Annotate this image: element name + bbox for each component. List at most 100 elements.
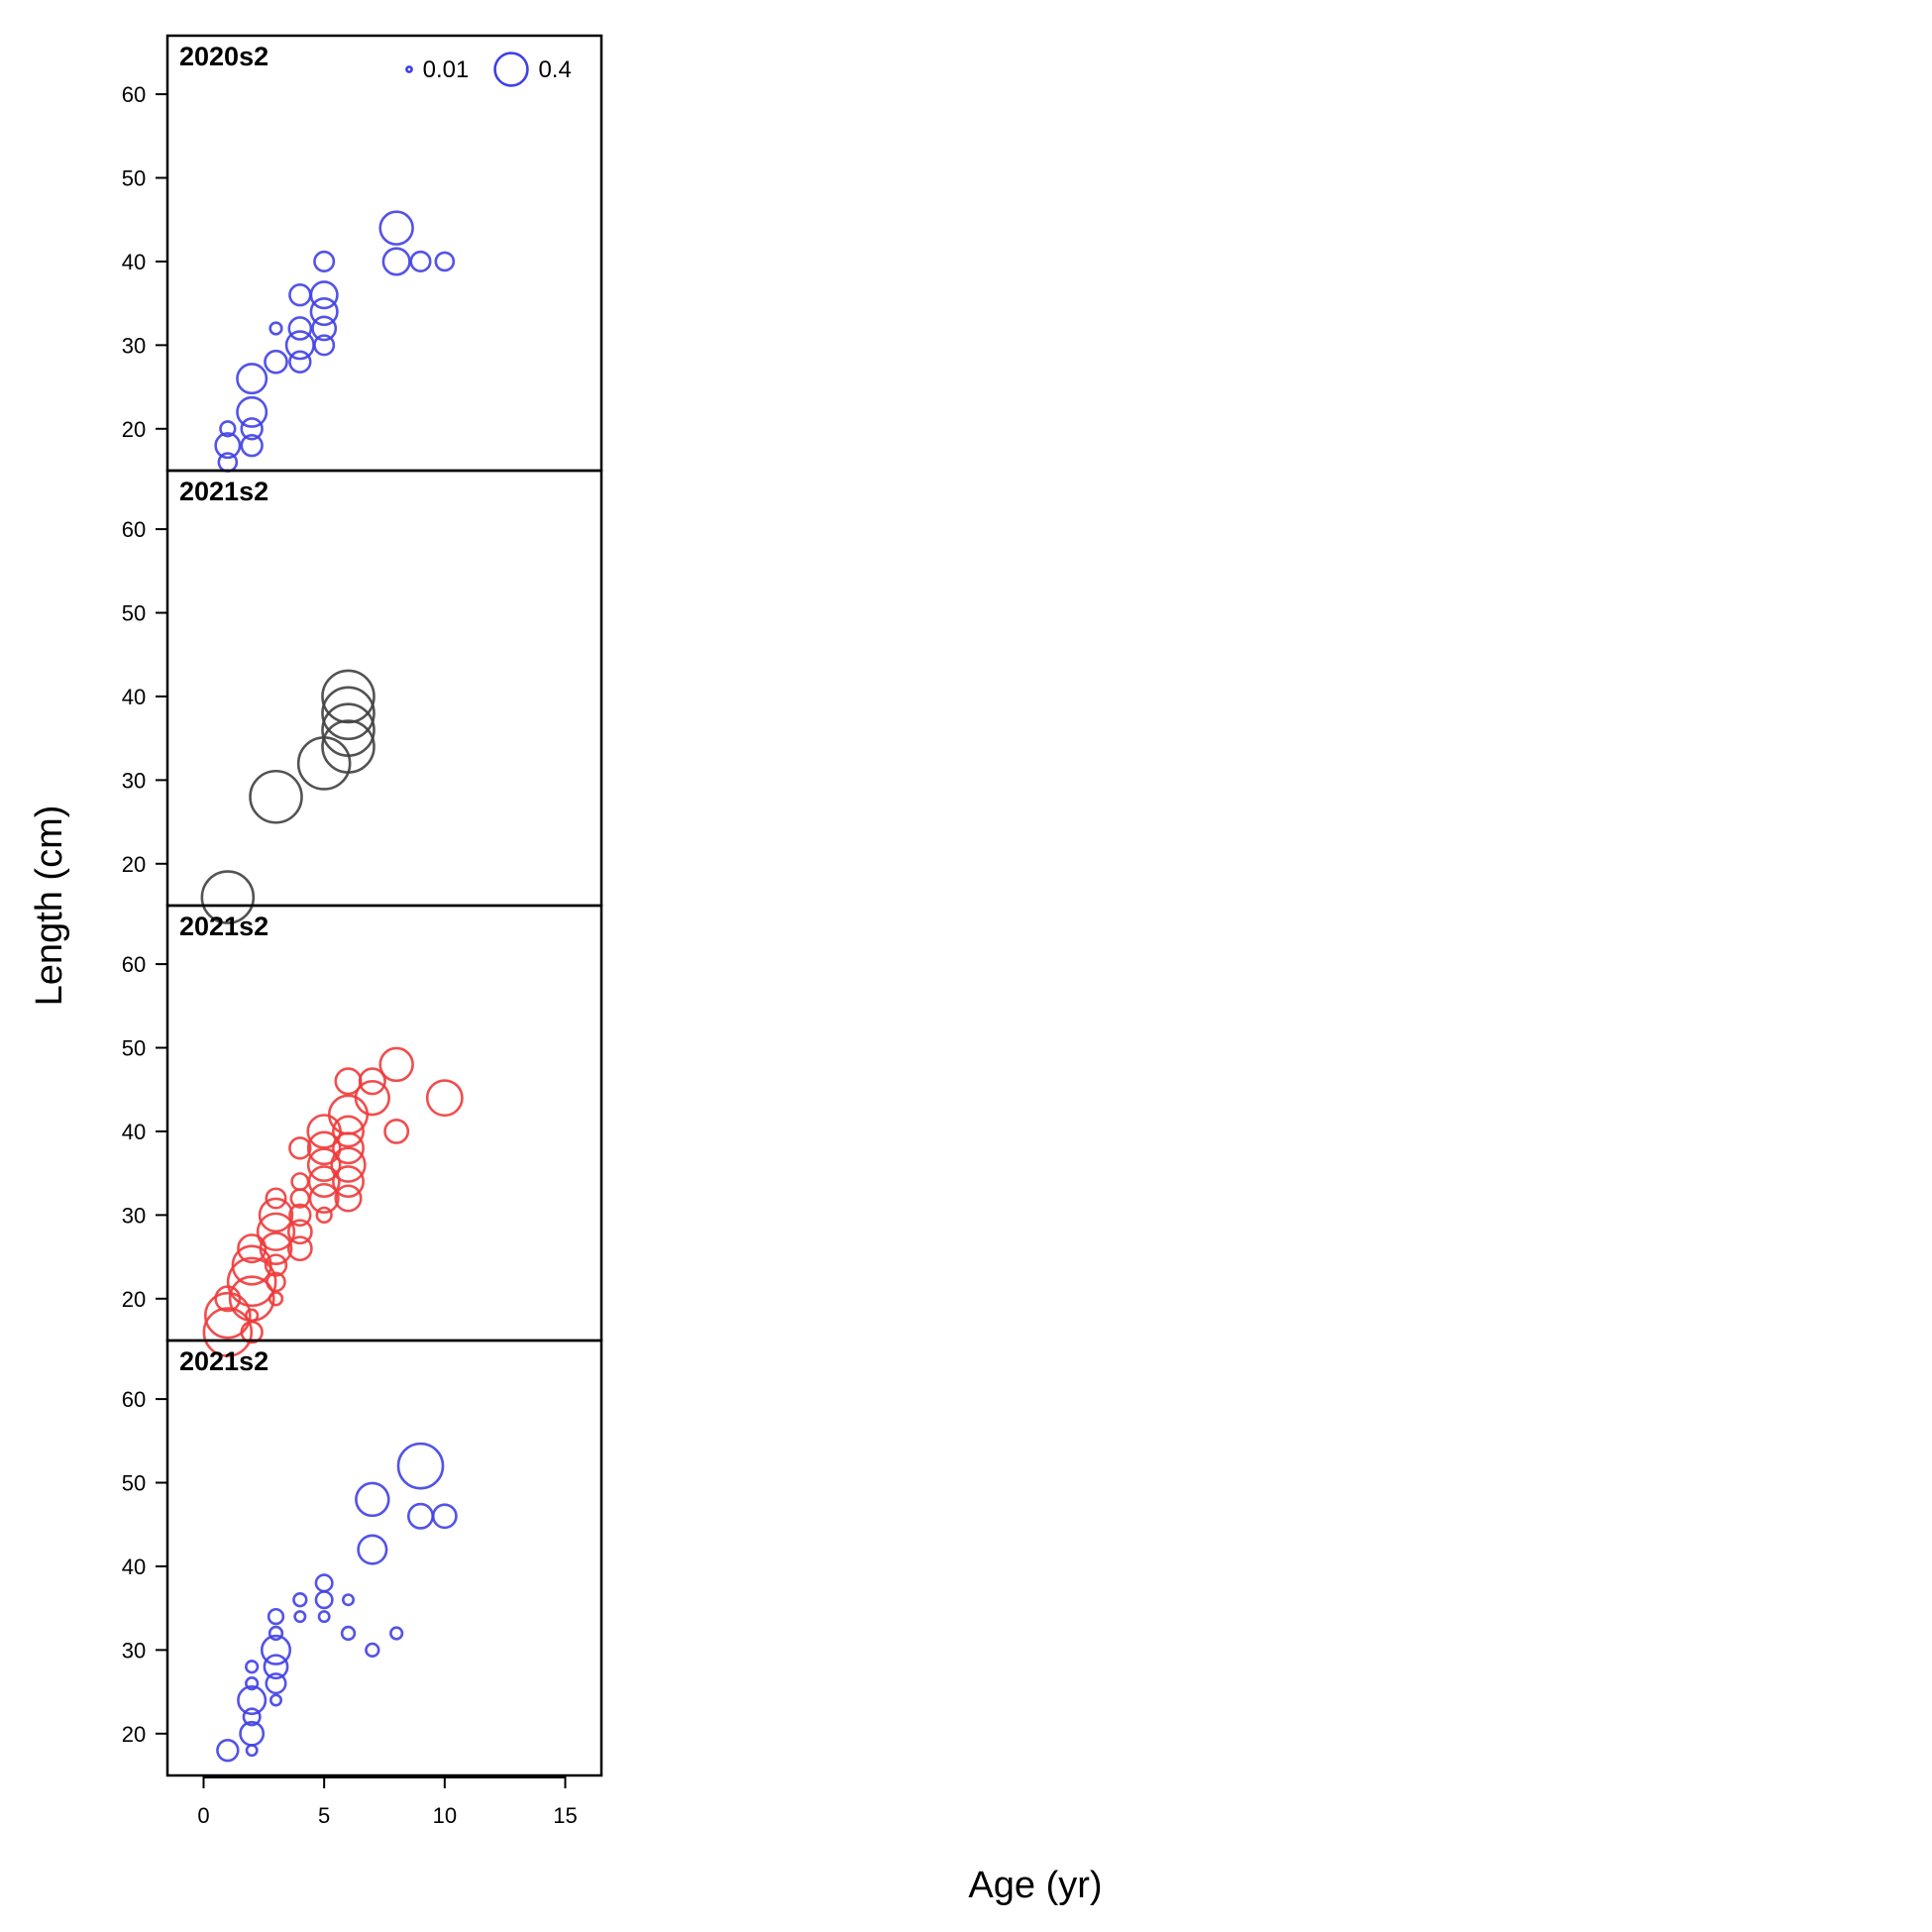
bubble-point xyxy=(317,1610,331,1624)
bubble-point xyxy=(313,334,336,357)
bubble-point xyxy=(383,1119,410,1144)
bubble-point xyxy=(296,736,352,791)
y-tick-label: 30 xyxy=(122,333,146,358)
bubble-point xyxy=(259,1232,293,1266)
bubble-point xyxy=(236,395,268,428)
panel-1: 20 30 40 50 60 2020s2 0.01 0.4 xyxy=(122,34,603,473)
bubble-point xyxy=(214,432,242,460)
bubble-point xyxy=(258,1197,294,1234)
bubble-point xyxy=(354,1080,390,1117)
bubble-point xyxy=(237,1684,268,1716)
bubble-point xyxy=(265,1672,287,1695)
bubble-point xyxy=(266,1271,286,1293)
bubble-point xyxy=(228,1275,275,1323)
y-axis-title: Length (cm) xyxy=(29,805,70,1007)
panels: 20 30 40 50 60 2020s2 0.01 0.4 20 30 40 50 60 2021s2 2… xyxy=(122,34,603,1777)
bubble-point xyxy=(288,283,312,307)
bubble-point xyxy=(313,250,336,272)
bubble-point xyxy=(365,1642,380,1659)
bubble-point xyxy=(308,1182,340,1215)
y-tick-label: 20 xyxy=(122,1287,146,1312)
panel-frame xyxy=(165,904,603,1342)
bubble-point xyxy=(431,1503,458,1530)
x-axis-title: Age (yr) xyxy=(968,1865,1102,1906)
y-tick-label: 50 xyxy=(122,1471,146,1496)
bubble-point xyxy=(306,1130,342,1166)
bubble-point xyxy=(341,1593,355,1607)
bubble-point xyxy=(389,1626,404,1641)
panel-frame xyxy=(165,1339,603,1777)
x-axis: 0 5 10 15 xyxy=(197,1775,578,1828)
y-tick-label: 20 xyxy=(122,1722,146,1747)
panel-title: 2021s2 xyxy=(179,477,268,506)
bubble-point xyxy=(332,1165,365,1199)
legend-label: 0.01 xyxy=(423,56,470,83)
bubble-point xyxy=(290,1172,310,1192)
y-tick-label: 60 xyxy=(122,517,146,542)
bubble-point xyxy=(321,669,376,724)
bubble-point xyxy=(264,1253,288,1277)
bubble-point xyxy=(202,1307,254,1357)
x-tick-label: 15 xyxy=(553,1803,577,1828)
y-tick-label: 30 xyxy=(122,1203,146,1228)
bubble-point xyxy=(321,719,376,774)
bubble-point xyxy=(286,1219,313,1245)
bubble-point xyxy=(256,1212,296,1251)
bubble-point xyxy=(288,1203,312,1228)
bubble-point xyxy=(268,1693,282,1707)
panel-frame xyxy=(165,34,603,473)
bubble-point xyxy=(340,1625,357,1642)
bubble-point xyxy=(267,1607,285,1626)
bubble-point xyxy=(309,280,339,310)
bubble-point xyxy=(245,1744,259,1758)
x-tick-label: 10 xyxy=(433,1803,457,1828)
y-tick-label: 40 xyxy=(122,1555,146,1579)
bubble-point xyxy=(226,1256,277,1308)
y-tick-label: 30 xyxy=(122,768,146,793)
bubble-point xyxy=(293,1610,307,1624)
bubble-point xyxy=(288,1136,312,1160)
bubble-point xyxy=(292,1592,308,1608)
bubble-point xyxy=(245,1676,260,1691)
bubble-point xyxy=(268,1291,284,1307)
panel-2: 20 30 40 50 60 2021s2 xyxy=(122,469,603,924)
bubble-point xyxy=(381,247,411,276)
y-tick-label: 50 xyxy=(122,166,146,191)
panel-title: 2021s2 xyxy=(179,912,268,941)
bubble-point xyxy=(327,1094,370,1135)
bubble-point xyxy=(355,1481,390,1518)
bubble-point xyxy=(268,1625,284,1642)
bubble-point xyxy=(249,769,303,824)
panel-4: 20 30 40 50 60 2021s2 xyxy=(122,1339,603,1777)
bubble-point xyxy=(200,870,256,924)
bubble-point xyxy=(314,1590,334,1610)
bubble-point xyxy=(204,1291,252,1340)
bubble-point xyxy=(245,1660,260,1674)
bubble-point xyxy=(242,1707,262,1727)
bubble-point xyxy=(332,1115,365,1148)
bubble-point xyxy=(264,349,288,375)
x-tick-label: 5 xyxy=(318,1803,330,1828)
bubble-point xyxy=(358,1067,386,1096)
bubble-point xyxy=(425,1079,464,1118)
legend: 0.01 0.4 xyxy=(405,52,572,87)
bubble-point xyxy=(239,1720,266,1747)
y-tick-label: 60 xyxy=(122,952,146,977)
bubble-point xyxy=(407,1502,434,1530)
bubble-point xyxy=(288,350,312,374)
legend-label: 0.4 xyxy=(538,56,571,83)
bubble-point xyxy=(268,321,283,336)
bubble-point xyxy=(334,1184,363,1213)
y-tick-label: 40 xyxy=(122,250,146,274)
x-tick-label: 0 xyxy=(197,1803,209,1828)
bubble-point xyxy=(378,1046,414,1083)
bubble-point xyxy=(434,251,456,272)
y-tick-label: 20 xyxy=(122,417,146,442)
y-tick-label: 60 xyxy=(122,82,146,107)
legend-symbol xyxy=(493,52,529,87)
bubble-point xyxy=(240,417,264,441)
y-tick-label: 20 xyxy=(122,852,146,877)
bubble-point xyxy=(321,686,376,741)
panel-title: 2020s2 xyxy=(179,42,268,71)
